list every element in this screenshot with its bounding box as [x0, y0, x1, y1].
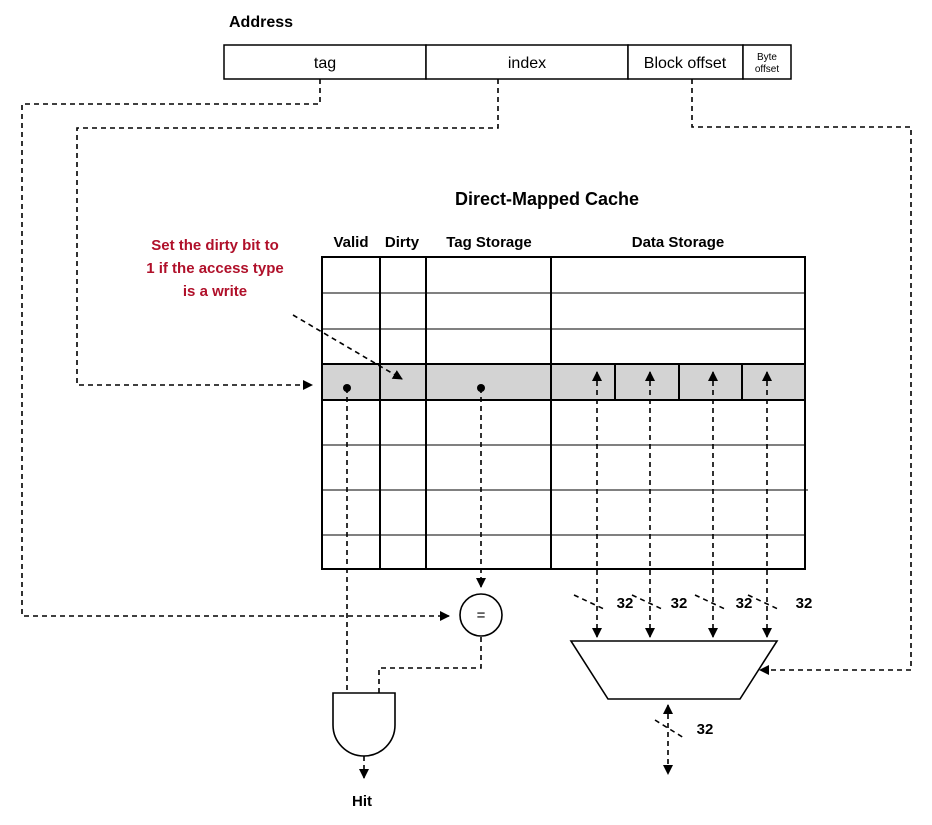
bus-width-marks: 32 32 32 32 — [573, 594, 813, 612]
dirty-column-header: Dirty — [385, 234, 420, 251]
index-field-box — [425, 44, 629, 80]
bus-slash-3 — [747, 594, 781, 611]
bus-slash-0 — [573, 594, 607, 611]
cache-table — [321, 256, 808, 570]
data-storage-column-header: Data Storage — [632, 234, 725, 251]
bus-slash-1 — [631, 594, 665, 611]
byte-offset-field-box — [742, 44, 792, 80]
tag-storage-column-header: Tag Storage — [446, 234, 532, 251]
bus-width-label-0: 32 — [617, 595, 634, 612]
annotation-line-2: 1 if the access type — [146, 260, 284, 277]
comparator-to-and-wire — [378, 637, 482, 693]
address-register: tag index Block offset Byte offset — [223, 44, 792, 80]
output-bus-width-label: 32 — [697, 721, 714, 738]
block-offset-field-box — [627, 44, 744, 80]
data-multiplexer — [569, 640, 779, 700]
tag-field-label: tag — [314, 55, 336, 72]
cache-table-border — [321, 256, 806, 570]
comparator-circle — [459, 593, 503, 637]
byte-offset-label-line1: Byte — [757, 52, 777, 63]
valid-column-header: Valid — [333, 234, 368, 251]
annotation-line-3: is a write — [183, 283, 247, 300]
comparator-symbol: = — [477, 607, 486, 624]
index-to-row-wire — [76, 79, 499, 390]
data-word-wires — [592, 371, 772, 638]
selected-cache-line — [321, 363, 806, 401]
annotation-line-1: Set the dirty bit to — [151, 237, 279, 254]
tag-field-box — [223, 44, 427, 80]
address-title: Address — [229, 14, 293, 31]
byte-offset-label-line2: offset — [755, 64, 779, 75]
index-field-label: index — [508, 55, 546, 72]
dirty-bit-annotation: Set the dirty bit to 1 if the access typ… — [146, 237, 284, 300]
block-offset-field-label: Block offset — [644, 55, 727, 72]
annotation-pointer-arrow — [292, 314, 403, 380]
bus-width-label-3: 32 — [796, 595, 813, 612]
cache-title: Direct-Mapped Cache — [455, 189, 639, 209]
block-offset-to-mux-wire — [691, 79, 912, 675]
bus-width-label-1: 32 — [671, 595, 688, 612]
output-bus-slash — [654, 719, 685, 739]
bus-width-label-2: 32 — [736, 595, 753, 612]
and-gate — [332, 692, 396, 757]
hit-label: Hit — [352, 793, 372, 810]
bus-slash-2 — [694, 594, 728, 611]
